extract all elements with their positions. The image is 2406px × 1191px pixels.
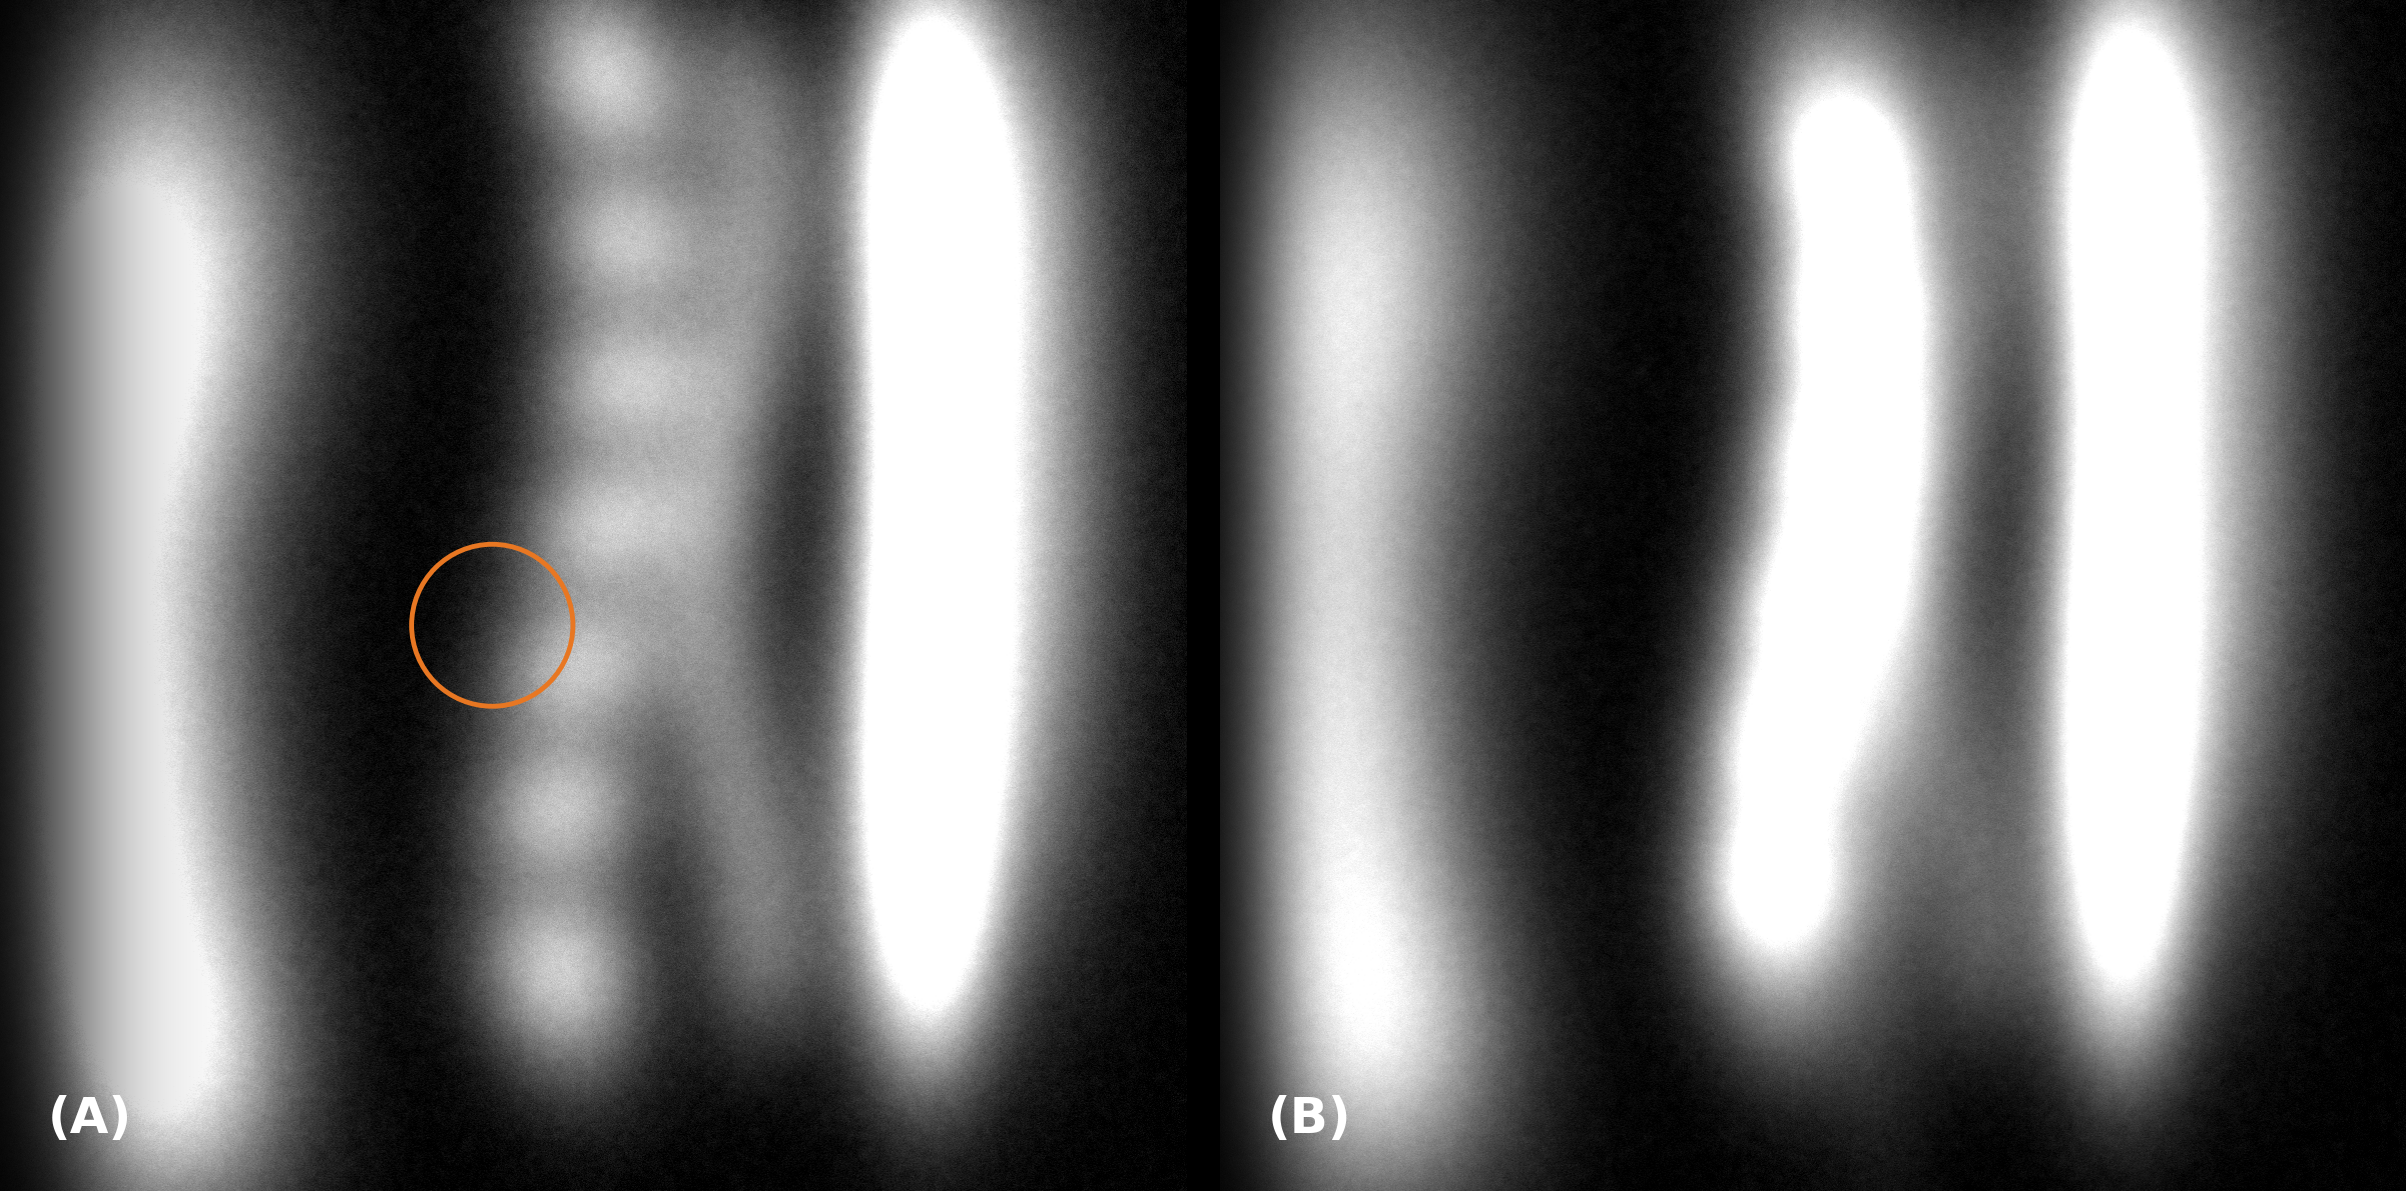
Text: (A): (A) [48, 1096, 132, 1143]
Text: (B): (B) [1268, 1096, 1350, 1143]
